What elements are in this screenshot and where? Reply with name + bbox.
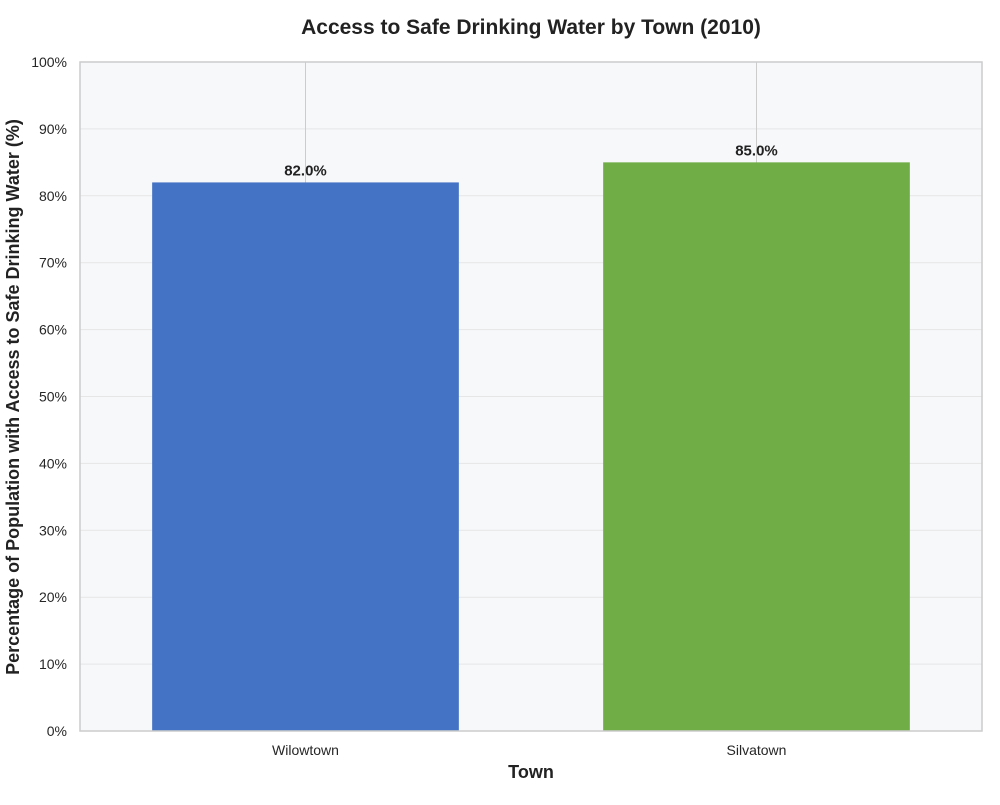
data-labels: 82.0% 85.0% bbox=[284, 142, 778, 179]
y-tick-label: 60% bbox=[39, 322, 67, 338]
plot-frame bbox=[79, 61, 983, 732]
y-tick-label: 90% bbox=[39, 121, 67, 137]
x-tick-label: Silvatown bbox=[727, 742, 787, 758]
bars bbox=[152, 162, 910, 732]
data-label: 82.0% bbox=[284, 162, 327, 179]
bar-wilowtown bbox=[152, 182, 459, 732]
y-tick-label: 0% bbox=[47, 723, 67, 739]
y-tick-label: 100% bbox=[31, 54, 67, 70]
y-tick-label: 30% bbox=[39, 522, 67, 538]
x-tick-label: Wilowtown bbox=[272, 742, 339, 758]
bar-silvatown bbox=[603, 162, 910, 732]
x-axis-label: Town bbox=[508, 762, 554, 782]
y-tick-label: 50% bbox=[39, 389, 67, 405]
y-tick-label: 80% bbox=[39, 188, 67, 204]
y-tick-label: 40% bbox=[39, 455, 67, 471]
y-axis-label: Percentage of Population with Access to … bbox=[3, 119, 23, 675]
y-tick-label: 10% bbox=[39, 656, 67, 672]
y-tick-label: 70% bbox=[39, 255, 67, 271]
data-label: 85.0% bbox=[735, 142, 778, 159]
y-tick-label: 20% bbox=[39, 589, 67, 605]
y-tick-labels: 0% 10% 20% 30% 40% 50% 60% 70% 80% 90% 100% bbox=[31, 54, 67, 739]
x-tick-labels: Wilowtown Silvatown bbox=[272, 742, 786, 758]
chart-title: Access to Safe Drinking Water by Town (2… bbox=[301, 16, 761, 39]
